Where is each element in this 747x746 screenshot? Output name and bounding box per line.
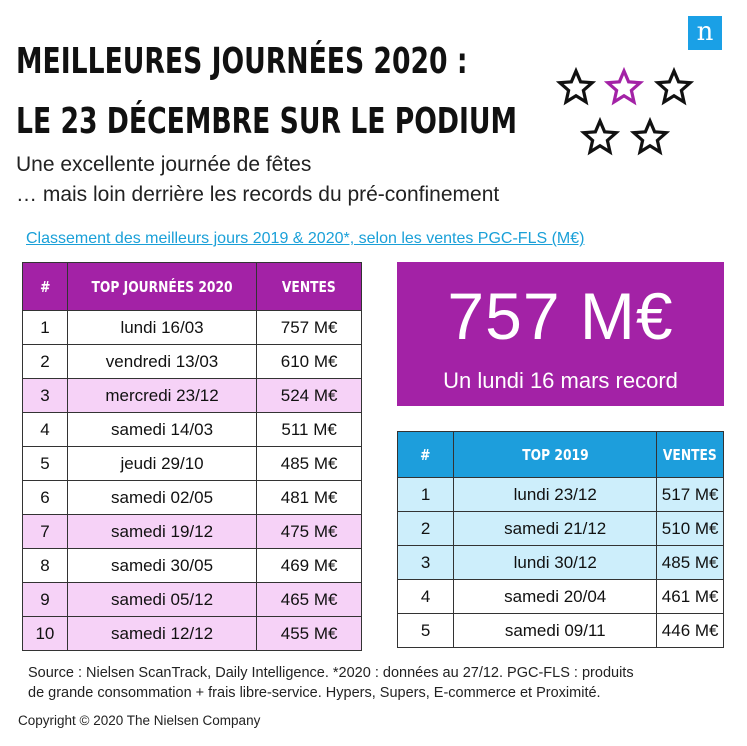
rank-cell: 7	[22, 514, 68, 549]
column-header-rank: #	[396, 431, 455, 478]
day-cell: samedi 05/12	[66, 582, 258, 617]
day-cell: jeudi 29/10	[66, 446, 258, 481]
star-highlight-icon	[606, 69, 642, 104]
sales-cell: 485 M€	[656, 545, 724, 580]
table-row: 3 mercredi 23/12 524 M€	[22, 378, 362, 413]
column-header-sales: VENTES	[256, 262, 362, 311]
day-cell: samedi 14/03	[66, 412, 258, 447]
table-2019: # TOP 2019 VENTES 1 lundi 23/12 517 M€ 2 sam…	[396, 431, 724, 648]
rank-cell: 8	[22, 548, 68, 583]
table-row: 1 lundi 23/12 517 M€	[396, 477, 724, 512]
sales-cell: 510 M€	[656, 511, 724, 546]
table-header-row: # TOP 2019 VENTES	[396, 431, 724, 478]
record-value: 757 M€	[447, 279, 674, 353]
sales-cell: 469 M€	[256, 548, 362, 583]
star-icon	[558, 69, 594, 104]
rank-cell: 4	[22, 412, 68, 447]
rank-cell: 9	[22, 582, 68, 617]
subtitle-line1: Une excellente journée de fêtes	[16, 153, 312, 176]
day-cell: lundi 16/03	[66, 310, 258, 345]
table-2020: # TOP JOURNÉES 2020 VENTES 1 lundi 16/03 7…	[22, 262, 362, 651]
sales-cell: 757 M€	[256, 310, 362, 345]
day-cell: samedi 20/04	[453, 579, 658, 614]
day-cell: samedi 02/05	[66, 480, 258, 515]
rank-cell: 6	[22, 480, 68, 515]
day-cell: mercredi 23/12	[66, 378, 258, 413]
page-title-line2: LE 23 DÉCEMBRE SUR LE PODIUM	[16, 101, 518, 142]
sales-cell: 446 M€	[656, 613, 724, 648]
rank-cell: 5	[396, 613, 455, 648]
sales-cell: 610 M€	[256, 344, 362, 379]
day-cell: samedi 30/05	[66, 548, 258, 583]
source-note-line2: de grande consommation + frais libre-ser…	[28, 685, 601, 701]
column-header-rank: #	[22, 262, 68, 311]
rank-cell: 2	[22, 344, 68, 379]
table-row: 1 lundi 16/03 757 M€	[22, 310, 362, 345]
rank-cell: 1	[396, 477, 455, 512]
star-icon	[632, 119, 668, 154]
subtitle-line2: … mais loin derrière les records du pré-…	[16, 183, 500, 206]
copyright: Copyright © 2020 The Nielsen Company	[18, 713, 261, 728]
table-row: 5 jeudi 29/10 485 M€	[22, 446, 362, 481]
day-cell: samedi 21/12	[453, 511, 658, 546]
star-icon	[656, 69, 692, 104]
rank-cell: 3	[22, 378, 68, 413]
table-row: 9 samedi 05/12 465 M€	[22, 582, 362, 617]
sales-cell: 455 M€	[256, 616, 362, 651]
table-row: 3 lundi 30/12 485 M€	[396, 545, 724, 580]
day-cell: lundi 30/12	[453, 545, 658, 580]
sales-cell: 511 M€	[256, 412, 362, 447]
table-row: 4 samedi 20/04 461 M€	[396, 579, 724, 614]
table-row: 7 samedi 19/12 475 M€	[22, 514, 362, 549]
rank-cell: 10	[22, 616, 68, 651]
rank-cell: 3	[396, 545, 455, 580]
day-cell: samedi 12/12	[66, 616, 258, 651]
table-row: 6 samedi 02/05 481 M€	[22, 480, 362, 515]
star-icon	[582, 119, 618, 154]
sales-cell: 461 M€	[656, 579, 724, 614]
table-header-row: # TOP JOURNÉES 2020 VENTES	[22, 262, 362, 311]
day-cell: samedi 09/11	[453, 613, 658, 648]
table-row: 4 samedi 14/03 511 M€	[22, 412, 362, 447]
table-row: 2 samedi 21/12 510 M€	[396, 511, 724, 546]
page-title-line1: MEILLEURES JOURNÉES 2020 :	[16, 41, 468, 82]
sales-cell: 475 M€	[256, 514, 362, 549]
sales-cell: 485 M€	[256, 446, 362, 481]
rank-cell: 1	[22, 310, 68, 345]
sales-cell: 517 M€	[656, 477, 724, 512]
day-cell: vendredi 13/03	[66, 344, 258, 379]
table-row: 2 vendredi 13/03 610 M€	[22, 344, 362, 379]
sales-cell: 481 M€	[256, 480, 362, 515]
column-header-day: TOP JOURNÉES 2020	[66, 262, 258, 311]
day-cell: samedi 19/12	[66, 514, 258, 549]
table-row: 5 samedi 09/11 446 M€	[396, 613, 724, 648]
day-cell: lundi 23/12	[453, 477, 658, 512]
source-note-line1: Source : Nielsen ScanTrack, Daily Intell…	[28, 665, 634, 681]
table-row: 8 samedi 30/05 469 M€	[22, 548, 362, 583]
sales-cell: 524 M€	[256, 378, 362, 413]
record-box: 757 M€ Un lundi 16 mars record	[397, 262, 724, 406]
ranking-link[interactable]: Classement des meilleurs jours 2019 & 20…	[26, 230, 585, 247]
rank-cell: 5	[22, 446, 68, 481]
column-header-day: TOP 2019	[453, 431, 658, 478]
nielsen-logo: n	[688, 16, 722, 50]
sales-cell: 465 M€	[256, 582, 362, 617]
column-header-sales: VENTES	[656, 431, 724, 478]
table-row: 10 samedi 12/12 455 M€	[22, 616, 362, 651]
record-caption: Un lundi 16 mars record	[443, 368, 678, 393]
rank-cell: 2	[396, 511, 455, 546]
stars-icon	[558, 69, 692, 154]
rank-cell: 4	[396, 579, 455, 614]
